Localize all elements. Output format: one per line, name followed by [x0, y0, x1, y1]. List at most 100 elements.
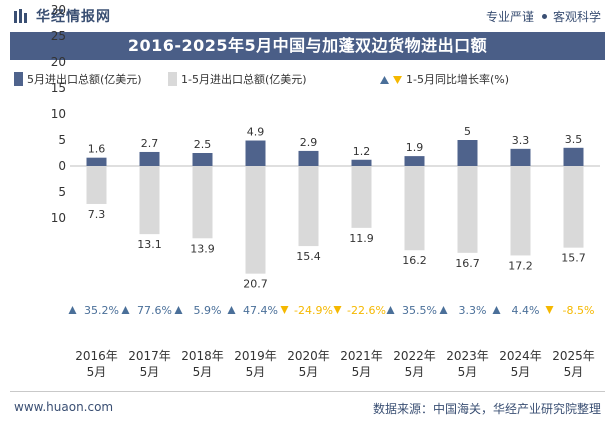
- bar-monthly: [563, 147, 584, 166]
- x-tick-label: 5月: [564, 365, 584, 379]
- x-tick-label: 5月: [458, 365, 478, 379]
- x-tick-label: 2019年: [234, 349, 277, 363]
- data-label-monthly: 3.5: [565, 133, 583, 146]
- data-label-monthly: 1.6: [88, 143, 106, 156]
- growth-triangle-up-icon: [492, 306, 501, 314]
- bar-monthly: [192, 153, 213, 166]
- legend-label-monthly: 5月进出口总额(亿美元): [27, 72, 142, 86]
- x-tick-label: 2018年: [181, 349, 224, 363]
- y-tick-label: 0: [58, 159, 66, 173]
- x-tick-label: 2025年: [552, 349, 595, 363]
- bar-cumulative: [351, 166, 372, 228]
- growth-label: 3.3%: [459, 304, 487, 317]
- x-tick-label: 5月: [140, 365, 160, 379]
- data-label-cumulative: 16.2: [402, 254, 427, 267]
- tagline: 专业严谨 客观科学: [486, 8, 601, 25]
- data-label-cumulative: 15.7: [561, 252, 586, 265]
- bar-monthly: [457, 140, 478, 166]
- growth-label: 5.9%: [194, 304, 222, 317]
- chart-title: 2016-2025年5月中国与加蓬双边货物进出口额: [10, 32, 605, 60]
- bar-monthly: [404, 156, 425, 166]
- bar-monthly: [510, 148, 531, 166]
- x-tick-label: 5月: [352, 365, 372, 379]
- tagline-right: 客观科学: [552, 10, 601, 24]
- growth-triangle-down-icon: [545, 306, 554, 314]
- y-tick-label: 5: [58, 185, 66, 199]
- y-tick-label: 10: [51, 107, 66, 121]
- growth-triangle-up-icon: [227, 306, 236, 314]
- bar-monthly: [139, 151, 160, 166]
- x-tick-label: 2022年: [393, 349, 436, 363]
- bar-monthly: [86, 157, 107, 166]
- x-tick-label: 5月: [246, 365, 266, 379]
- x-tick-label: 5月: [405, 365, 425, 379]
- header-bar: 华经情报网 专业严谨 客观科学: [0, 0, 615, 32]
- data-label-cumulative: 7.3: [88, 208, 106, 221]
- bar-cumulative: [192, 166, 213, 239]
- footer-source: 数据来源：中国海关，华经产业研究院整理: [372, 402, 601, 416]
- legend-triangle-down-icon: [393, 76, 402, 84]
- x-tick-label: 5月: [193, 365, 213, 379]
- data-label-cumulative: 17.2: [508, 259, 533, 272]
- legend-swatch-monthly: [14, 72, 23, 86]
- data-label-monthly: 2.7: [141, 137, 159, 150]
- data-label-monthly: 1.2: [353, 145, 371, 158]
- x-tick-label: 5月: [87, 365, 107, 379]
- y-tick-label: 15: [51, 81, 66, 95]
- data-label-cumulative: 11.9: [349, 232, 374, 245]
- bar-cumulative: [404, 166, 425, 251]
- growth-label: -24.9%: [294, 304, 333, 317]
- data-label-cumulative: 15.4: [296, 250, 321, 263]
- bar-cumulative: [86, 166, 107, 204]
- bar-cumulative: [563, 166, 584, 248]
- footer-website: www.huaon.com: [14, 400, 114, 414]
- bar-monthly: [298, 150, 319, 166]
- data-label-monthly: 2.5: [194, 138, 212, 151]
- x-tick-label: 2020年: [287, 349, 330, 363]
- data-label-monthly: 2.9: [300, 136, 318, 149]
- data-label-monthly: 4.9: [247, 126, 265, 139]
- growth-triangle-up-icon: [121, 306, 130, 314]
- growth-label: 4.4%: [512, 304, 540, 317]
- y-tick-label: 25: [51, 29, 66, 43]
- growth-triangle-up-icon: [68, 306, 77, 314]
- data-label-cumulative: 13.1: [137, 238, 162, 251]
- bar-cumulative: [139, 166, 160, 235]
- growth-label: -22.6%: [347, 304, 386, 317]
- brand: 华经情报网: [14, 6, 111, 26]
- legend-label-growth: 1-5月同比增长率(%): [406, 72, 509, 86]
- x-tick-label: 5月: [511, 365, 531, 379]
- x-tick-label: 5月: [299, 365, 319, 379]
- growth-triangle-up-icon: [439, 306, 448, 314]
- legend-triangle-up-icon: [380, 76, 389, 84]
- growth-label: 35.2%: [84, 304, 119, 317]
- legend-label-cumulative: 1-5月进出口总额(亿美元): [181, 72, 307, 86]
- y-tick-label: 20: [51, 55, 66, 69]
- footer-divider: [10, 391, 605, 392]
- growth-label: 47.4%: [243, 304, 278, 317]
- growth-label: 35.5%: [402, 304, 437, 317]
- data-label-cumulative: 16.7: [455, 257, 480, 270]
- growth-triangle-down-icon: [280, 306, 289, 314]
- x-tick-label: 2021年: [340, 349, 383, 363]
- y-tick-label: 30: [51, 3, 66, 17]
- brand-logo-icon: [14, 9, 27, 23]
- growth-triangle-up-icon: [386, 306, 395, 314]
- x-tick-label: 2016年: [75, 349, 118, 363]
- bar-cumulative: [510, 166, 531, 256]
- bar-monthly: [351, 159, 372, 166]
- y-tick-label: 5: [58, 133, 66, 147]
- chart-area: 5月进出口总额(亿美元) 1-5月进出口总额(亿美元) 1-5月同比增长率(%) 10…: [14, 3, 600, 379]
- bar-cumulative: [245, 166, 266, 274]
- tagline-dot-icon: [541, 14, 547, 19]
- legend-swatch-cumulative: [168, 72, 177, 86]
- data-label-monthly: 3.3: [512, 134, 530, 147]
- growth-label: 77.6%: [137, 304, 172, 317]
- data-label-cumulative: 13.9: [190, 242, 215, 255]
- x-tick-label: 2017年: [128, 349, 171, 363]
- growth-triangle-up-icon: [174, 306, 183, 314]
- tagline-left: 专业严谨: [485, 10, 534, 24]
- x-tick-label: 2024年: [499, 349, 542, 363]
- data-label-monthly: 5: [464, 125, 471, 138]
- bar-cumulative: [298, 166, 319, 247]
